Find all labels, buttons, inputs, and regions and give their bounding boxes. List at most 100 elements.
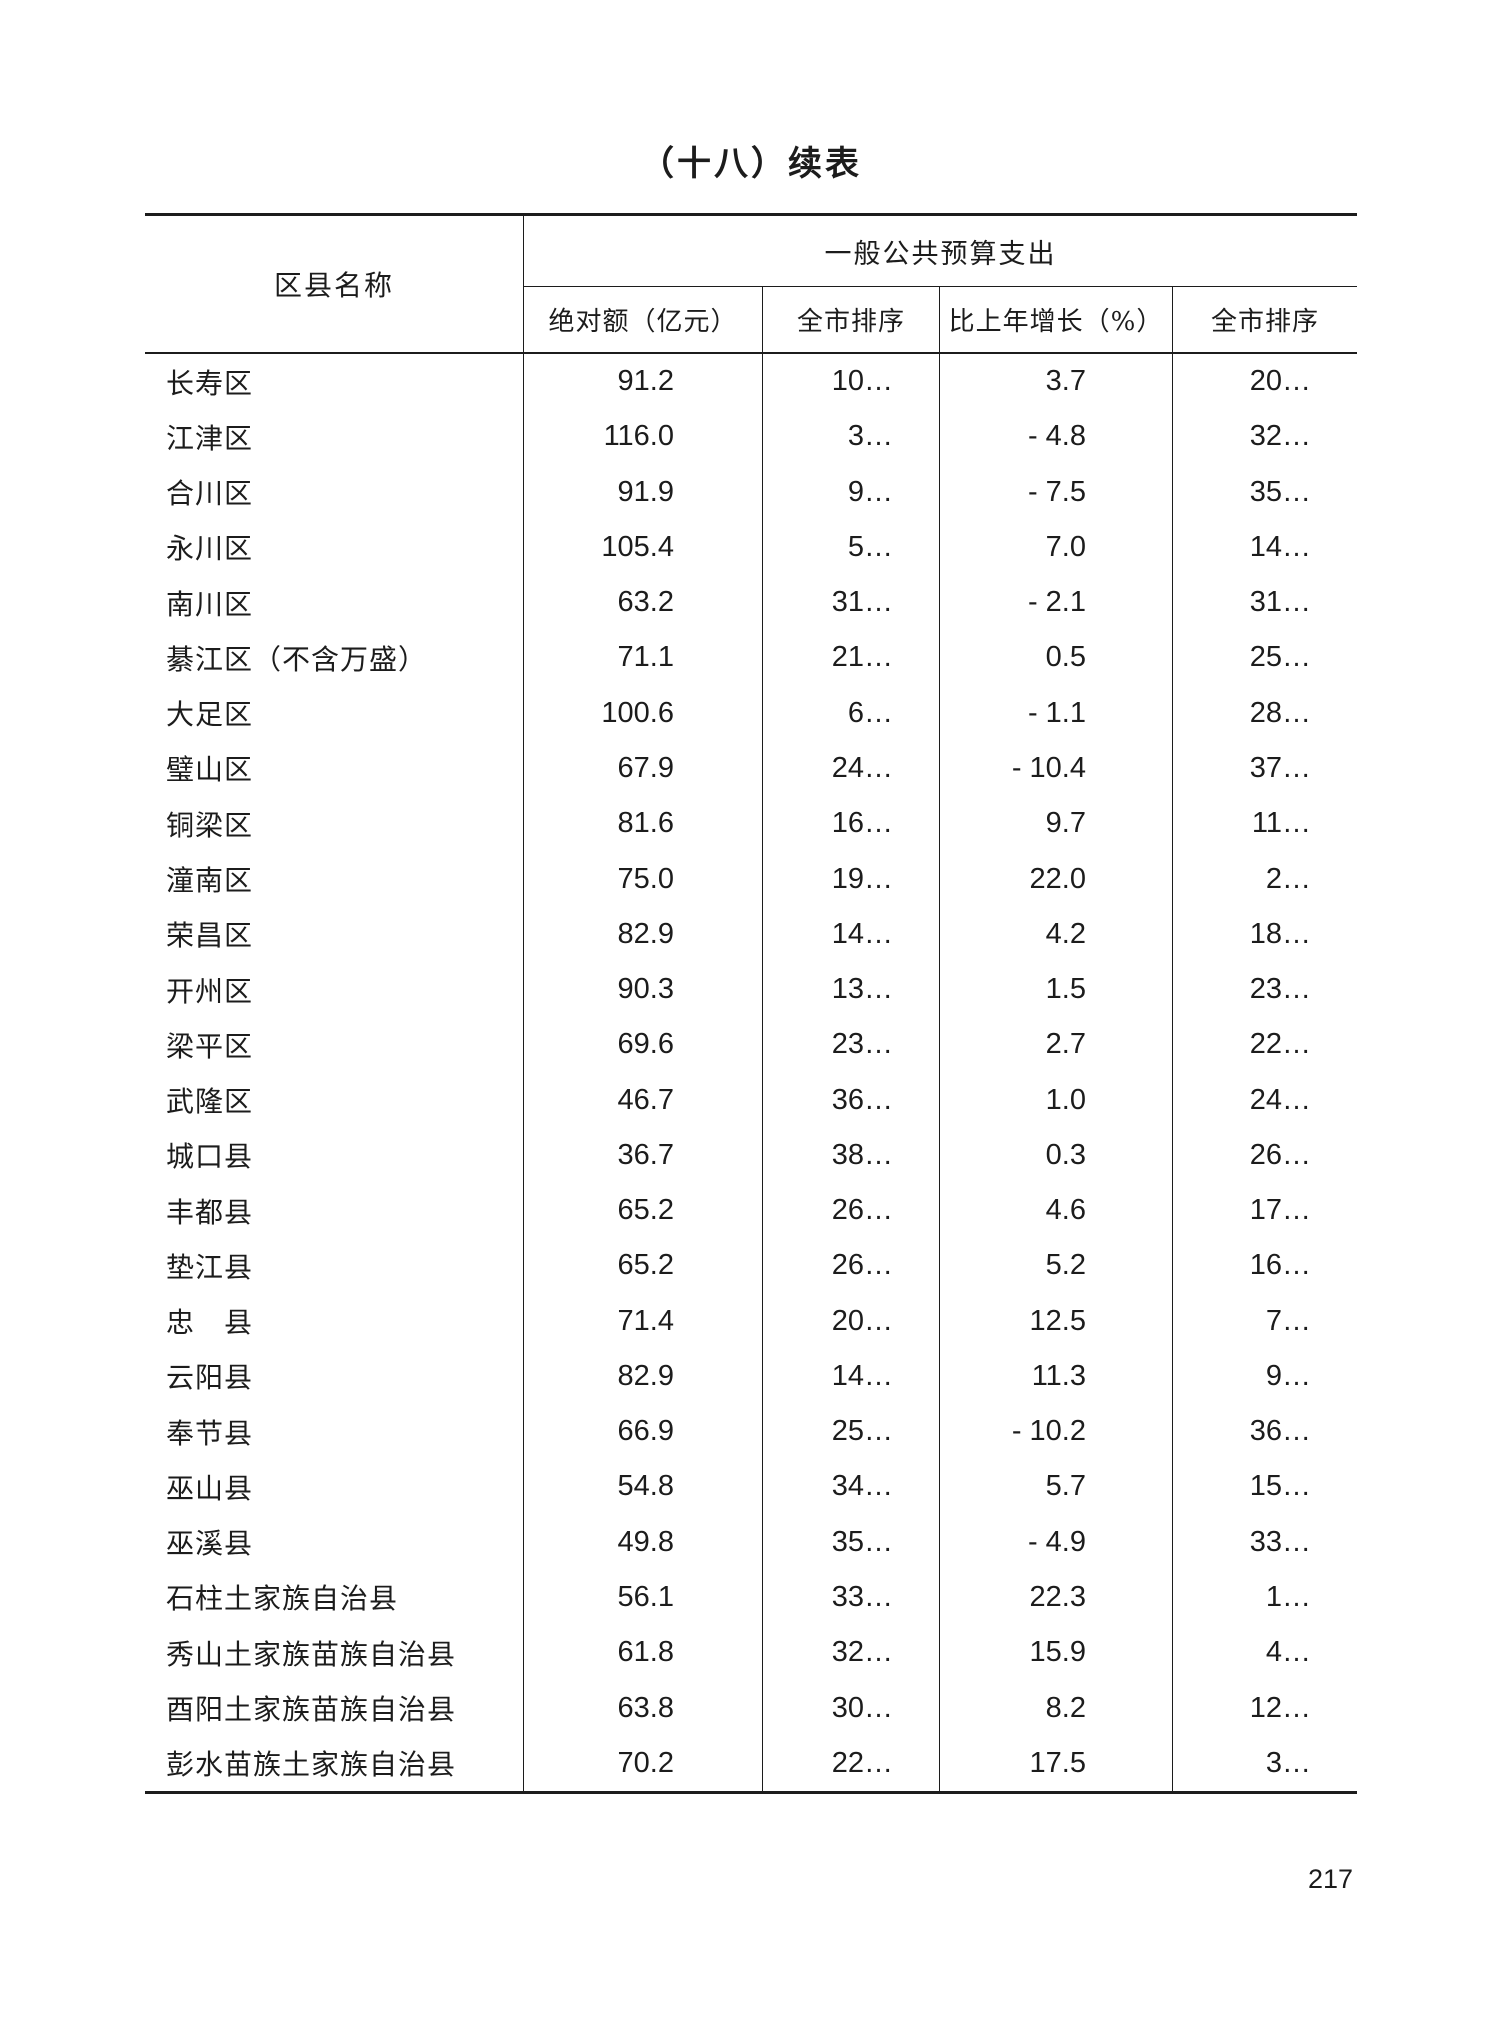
district-name-cell: 大足区 (145, 685, 524, 741)
district-name-cell: 秀山土家族苗族自治县 (145, 1625, 524, 1681)
district-name-cell: 合川区 (145, 464, 524, 520)
city-rank-2-cell: 20… (1249, 365, 1311, 398)
city-rank-cell: 14… (763, 906, 940, 962)
table-row: 綦江区（不含万盛） 71.1 21… 0.5 25… (145, 630, 1357, 686)
city-rank-2-cell: 17… (1249, 1194, 1311, 1227)
city-rank-2-cell: 36… (1249, 1415, 1311, 1448)
absolute-amount-cell: 71.1 (524, 630, 763, 686)
city-rank-2-cell: 7… (1265, 1304, 1311, 1337)
table-row: 秀山土家族苗族自治县 61.8 32… 15.9 4… (145, 1625, 1357, 1681)
district-name-cell: 荣昌区 (145, 906, 524, 962)
growth-cell: 15.9 (940, 1625, 1173, 1681)
city-rank-cell: 16… (763, 796, 940, 852)
budget-expenditure-table: 区县名称 一般公共预算支出 绝对额（亿元） 全市排序 比上年增长（%） 全市排序… (145, 213, 1357, 1794)
city-rank-2-cell: 37… (1249, 751, 1311, 784)
absolute-amount-cell: 71.4 (524, 1293, 763, 1349)
growth-cell: 11.3 (940, 1348, 1173, 1405)
district-name-cell: 璧山区 (145, 740, 524, 797)
absolute-amount-cell: 67.9 (524, 740, 763, 797)
city-rank-cell: 33… (763, 1569, 940, 1626)
header-city-rank: 全市排序 (763, 287, 940, 352)
growth-cell: 5.2 (940, 1238, 1173, 1294)
growth-cell: 4.6 (940, 1182, 1173, 1239)
absolute-amount-cell: 46.7 (524, 1072, 763, 1128)
table-row: 铜梁区 81.6 16… 9.7 11… (145, 796, 1357, 852)
table-row: 大足区 100.6 6… - 1.1 28… (145, 685, 1357, 741)
growth-cell: 17.5 (940, 1735, 1173, 1791)
absolute-amount-cell: 100.6 (524, 685, 763, 741)
absolute-amount-cell: 69.6 (524, 1017, 763, 1073)
city-rank-cell: 22… (763, 1735, 940, 1791)
city-rank-cell: 34… (763, 1459, 940, 1515)
table-row: 梁平区 69.6 23… 2.7 22… (145, 1017, 1357, 1073)
city-rank-2-cell: 33… (1249, 1525, 1311, 1558)
table-row: 垫江县 65.2 26… 5.2 16… (145, 1238, 1357, 1294)
growth-cell: 1.5 (940, 961, 1173, 1018)
absolute-amount-cell: 65.2 (524, 1182, 763, 1239)
table-row: 彭水苗族土家族自治县 70.2 22… 17.5 3… (145, 1735, 1357, 1791)
table-row: 开州区 90.3 13… 1.5 23… (145, 961, 1357, 1018)
growth-cell: - 1.1 (940, 685, 1173, 741)
city-rank-cell: 5… (763, 519, 940, 576)
city-rank-2-cell: 23… (1249, 973, 1311, 1006)
absolute-amount-cell: 91.2 (524, 354, 763, 410)
table-row: 荣昌区 82.9 14… 4.2 18… (145, 906, 1357, 962)
table-row: 璧山区 67.9 24… - 10.4 37… (145, 740, 1357, 797)
growth-cell: - 4.8 (940, 409, 1173, 465)
table-row: 奉节县 66.9 25… - 10.2 36… (145, 1404, 1357, 1460)
table-row: 合川区 91.9 9… - 7.5 35… (145, 464, 1357, 520)
table-row: 丰都县 65.2 26… 4.6 17… (145, 1182, 1357, 1239)
city-rank-2-cell: 35… (1249, 475, 1311, 508)
growth-cell: - 2.1 (940, 575, 1173, 631)
district-name-cell: 开州区 (145, 961, 524, 1018)
district-name-cell: 城口县 (145, 1127, 524, 1183)
table-row: 江津区 116.0 3… - 4.8 32… (145, 409, 1357, 465)
district-name-cell: 梁平区 (145, 1017, 524, 1073)
district-name-cell: 彭水苗族土家族自治县 (145, 1735, 524, 1791)
growth-cell: 5.7 (940, 1459, 1173, 1515)
page-title: （十八）续表 (640, 144, 862, 184)
header-district-name: 区县名称 (145, 216, 524, 352)
city-rank-2-cell: 24… (1249, 1083, 1311, 1116)
growth-cell: - 7.5 (940, 464, 1173, 520)
header-city-rank-2: 全市排序 (1210, 307, 1319, 337)
city-rank-cell: 13… (763, 961, 940, 1018)
header-right-section: 一般公共预算支出 绝对额（亿元） 全市排序 比上年增长（%） 全市排序 (524, 216, 1357, 352)
growth-cell: - 10.2 (940, 1404, 1173, 1460)
absolute-amount-cell: 63.2 (524, 575, 763, 631)
city-rank-cell: 25… (763, 1404, 940, 1460)
table-row: 武隆区 46.7 36… 1.0 24… (145, 1072, 1357, 1128)
absolute-amount-cell: 61.8 (524, 1625, 763, 1681)
city-rank-cell: 32… (763, 1625, 940, 1681)
growth-cell: - 10.4 (940, 740, 1173, 797)
district-name-cell: 江津区 (145, 409, 524, 465)
city-rank-cell: 26… (763, 1238, 940, 1294)
city-rank-cell: 3… (763, 409, 940, 465)
table-row: 石柱土家族自治县 56.1 33… 22.3 1… (145, 1569, 1357, 1626)
city-rank-cell: 21… (763, 630, 940, 686)
absolute-amount-cell: 65.2 (524, 1238, 763, 1294)
growth-cell: 12.5 (940, 1293, 1173, 1349)
city-rank-2-cell: 2… (1265, 862, 1311, 895)
city-rank-2-cell: 28… (1249, 696, 1311, 729)
city-rank-cell: 26… (763, 1182, 940, 1239)
absolute-amount-cell: 81.6 (524, 796, 763, 852)
absolute-amount-cell: 82.9 (524, 906, 763, 962)
city-rank-cell: 9… (763, 464, 940, 520)
absolute-amount-cell: 49.8 (524, 1514, 763, 1570)
growth-cell: - 4.9 (940, 1514, 1173, 1570)
table-row: 城口县 36.7 38… 0.3 26… (145, 1127, 1357, 1183)
city-rank-cell: 19… (763, 851, 940, 907)
absolute-amount-cell: 75.0 (524, 851, 763, 907)
city-rank-2-cell: 26… (1249, 1138, 1311, 1171)
city-rank-cell: 38… (763, 1127, 940, 1183)
district-name-cell: 奉节县 (145, 1404, 524, 1460)
district-name-cell: 綦江区（不含万盛） (145, 630, 524, 686)
city-rank-2-cell: 14… (1249, 530, 1311, 563)
growth-cell: 0.3 (940, 1127, 1173, 1183)
header-absolute-amount: 绝对额（亿元） (524, 287, 763, 352)
growth-cell: 9.7 (940, 796, 1173, 852)
district-name-cell: 巫溪县 (145, 1514, 524, 1570)
growth-cell: 4.2 (940, 906, 1173, 962)
table-row: 潼南区 75.0 19… 22.0 2… (145, 851, 1357, 907)
